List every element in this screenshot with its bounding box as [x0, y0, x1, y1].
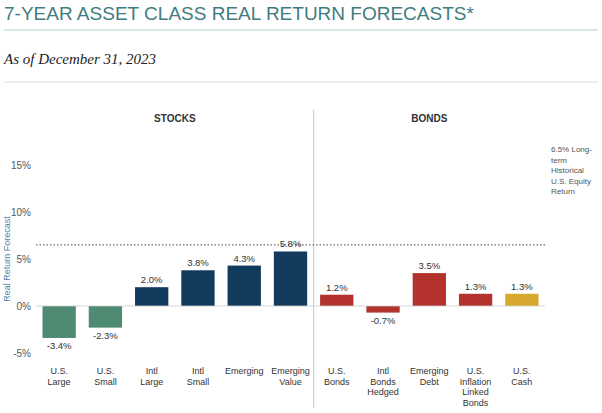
x-tick-label-line: Bonds — [370, 377, 396, 387]
x-tick-label-line: U.S. — [513, 366, 531, 376]
x-tick-label-line: Value — [279, 377, 301, 387]
x-tick-label: IntlLarge — [140, 366, 163, 387]
bar — [366, 306, 399, 313]
subtitle-rule — [4, 82, 598, 83]
data-label: 3.8% — [187, 257, 209, 268]
title-rule — [4, 30, 598, 31]
x-tick-label-line: Small — [94, 377, 117, 387]
x-tick-label-line: U.S. — [50, 366, 68, 376]
x-tick-label-line: Bonds — [463, 398, 489, 408]
bar — [42, 306, 75, 338]
x-tick-label-line: Small — [187, 377, 210, 387]
y-tick-label: 5% — [17, 254, 32, 265]
bar — [181, 270, 214, 306]
x-tick-label-line: Emerging — [271, 366, 310, 376]
title: 7-YEAR ASSET CLASS REAL RETURN FORECASTS… — [4, 3, 474, 24]
reference-label: U.S. Equity — [551, 177, 591, 186]
x-tick-label: EmergingDebt — [410, 366, 449, 387]
reference-label: term — [551, 156, 567, 165]
x-tick-label-line: Bonds — [324, 377, 350, 387]
data-label: -3.4% — [47, 340, 72, 351]
bar — [413, 273, 446, 306]
x-tick-label-line: Hedged — [367, 387, 399, 397]
x-tick-label: U.S.Small — [94, 366, 117, 387]
bar — [505, 294, 538, 306]
x-tick-label-line: Cash — [511, 377, 532, 387]
x-tick-label-line: Intl — [377, 366, 389, 376]
data-label: 1.2% — [326, 282, 348, 293]
data-label: -2.3% — [93, 330, 118, 341]
x-tick-label: U.S.InflationLinkedBonds — [460, 366, 492, 408]
section-label: BONDS — [411, 113, 447, 124]
x-tick-label-line: Large — [48, 377, 71, 387]
data-label: -0.7% — [371, 315, 396, 326]
x-tick-label: U.S.Bonds — [324, 366, 350, 387]
x-tick-label-line: Emerging — [225, 366, 264, 376]
y-tick-label: 10% — [11, 207, 31, 218]
x-tick-label-line: Intl — [192, 366, 204, 376]
x-tick-label-line: Inflation — [460, 377, 492, 387]
x-tick-label-line: Intl — [146, 366, 158, 376]
marks — [36, 245, 545, 338]
y-tick-label: -5% — [13, 348, 31, 359]
bar — [459, 294, 492, 306]
bar — [135, 287, 168, 306]
x-tick-label: Emerging — [225, 366, 264, 376]
bar — [89, 306, 122, 328]
bar — [274, 251, 307, 306]
x-tick-label-line: Emerging — [410, 366, 449, 376]
chart: 7-YEAR ASSET CLASS REAL RETURN FORECASTS… — [0, 0, 602, 413]
reference-label: Return — [551, 187, 575, 196]
reference-label: Historical — [551, 166, 584, 175]
x-tick-label: U.S.Cash — [511, 366, 532, 387]
section-divider — [313, 110, 314, 408]
y-tick-label: 15% — [11, 160, 31, 171]
baseline — [36, 306, 545, 307]
data-label: 1.3% — [465, 281, 487, 292]
data-label: 1.3% — [511, 281, 533, 292]
data-label: 2.0% — [141, 274, 163, 285]
x-tick-label: U.S.Large — [48, 366, 71, 387]
bar — [320, 295, 353, 306]
x-tick-label-line: Large — [140, 377, 163, 387]
x-tick-label-line: U.S. — [328, 366, 346, 376]
data-label: 3.5% — [418, 260, 440, 271]
data-label: 5.8% — [280, 238, 302, 249]
section-label: STOCKS — [154, 113, 196, 124]
subtitle: As of December 31, 2023 — [3, 51, 156, 67]
x-tick-label-line: U.S. — [97, 366, 115, 376]
x-tick-label: EmergingValue — [271, 366, 310, 387]
y-axis-title: Real Return Forecast — [2, 216, 12, 302]
bar — [228, 266, 261, 306]
x-tick-label-line: U.S. — [467, 366, 485, 376]
data-label: 4.3% — [233, 253, 255, 264]
x-tick-label-line: Linked — [462, 387, 489, 397]
y-tick-label: 0% — [17, 301, 32, 312]
reference-label: 6.5% Long- — [551, 145, 592, 154]
x-tick-label-line: Debt — [420, 377, 440, 387]
x-tick-label: IntlBondsHedged — [367, 366, 399, 397]
x-tick-label: IntlSmall — [187, 366, 210, 387]
